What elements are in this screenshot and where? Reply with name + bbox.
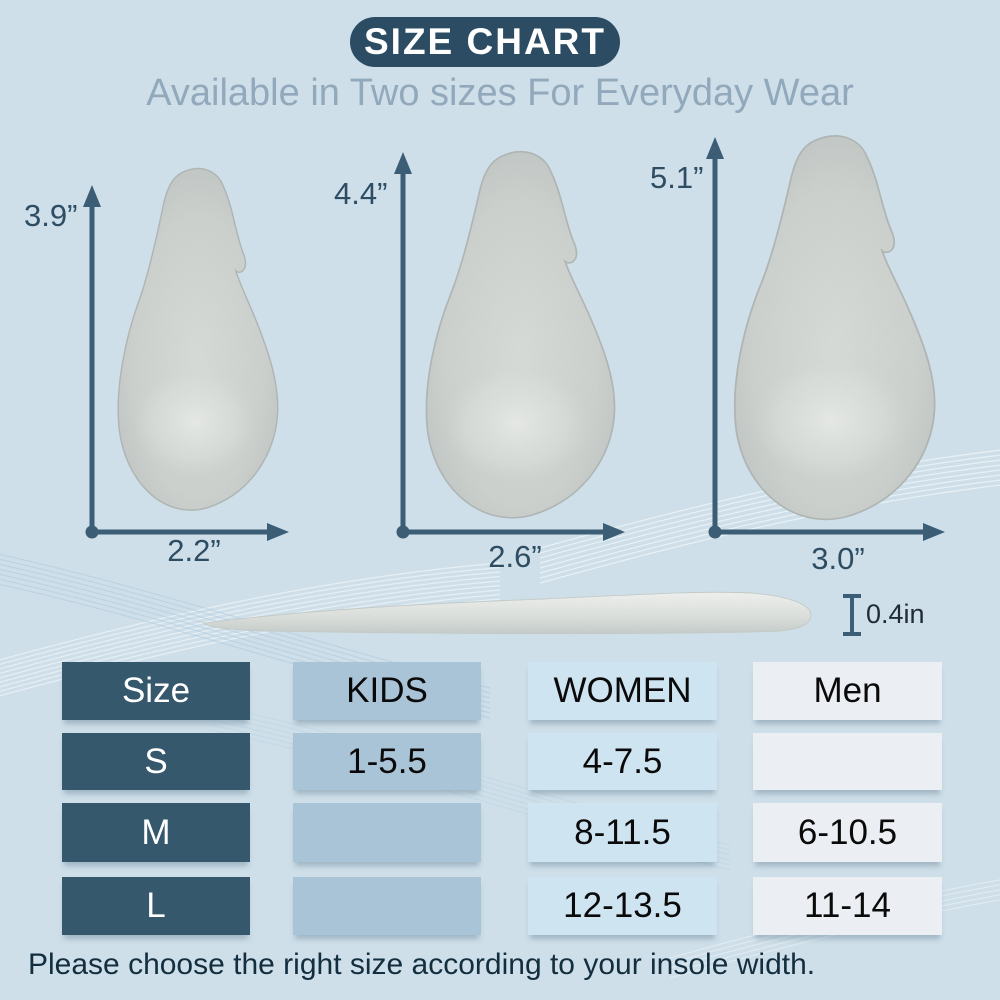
table-cell-men-l: 11-14 (753, 877, 942, 935)
table-header-kids: KIDS (293, 662, 481, 720)
small-insole-dimension-arrows (83, 185, 289, 541)
large-insole-dimension-arrows (706, 137, 945, 541)
small-height-label: 3.9” (24, 198, 78, 233)
table-cell-size-m: M (62, 803, 250, 862)
table-cell-kids-m (293, 803, 481, 862)
medium-width-label: 2.6” (488, 539, 542, 574)
thickness-measure-icon (843, 594, 861, 636)
table-cell-men-m: 6-10.5 (753, 803, 942, 862)
table-header-men: Men (753, 662, 942, 720)
table-cell-women-l: 12-13.5 (528, 877, 717, 935)
large-height-label: 5.1” (650, 160, 704, 195)
thickness-label: 0.4in (866, 599, 925, 629)
small-insole-image (117, 167, 279, 511)
table-header-women: WOMEN (528, 662, 717, 720)
table-cell-kids-s: 1-5.5 (293, 733, 481, 790)
medium-insole-image (425, 150, 616, 519)
table-header-size: Size (62, 662, 250, 720)
large-insole-image (733, 135, 936, 521)
table-cell-women-s: 4-7.5 (528, 733, 717, 790)
title-badge: SIZE CHART (350, 17, 620, 67)
page-title: SIZE CHART (364, 21, 606, 62)
small-width-label: 2.2” (167, 533, 221, 568)
subtitle: Available in Two sizes For Everyday Wear (146, 72, 854, 114)
table-cell-men-s (753, 733, 942, 790)
large-width-label: 3.0” (811, 541, 865, 576)
table-cell-size-l: L (62, 877, 250, 935)
medium-insole-dimension-arrows (394, 152, 625, 541)
medium-height-label: 4.4” (334, 176, 388, 211)
table-cell-size-s: S (62, 733, 250, 790)
footer-note: Please choose the right size according t… (28, 948, 816, 981)
table-cell-women-m: 8-11.5 (528, 803, 717, 862)
table-cell-kids-l (293, 877, 481, 935)
